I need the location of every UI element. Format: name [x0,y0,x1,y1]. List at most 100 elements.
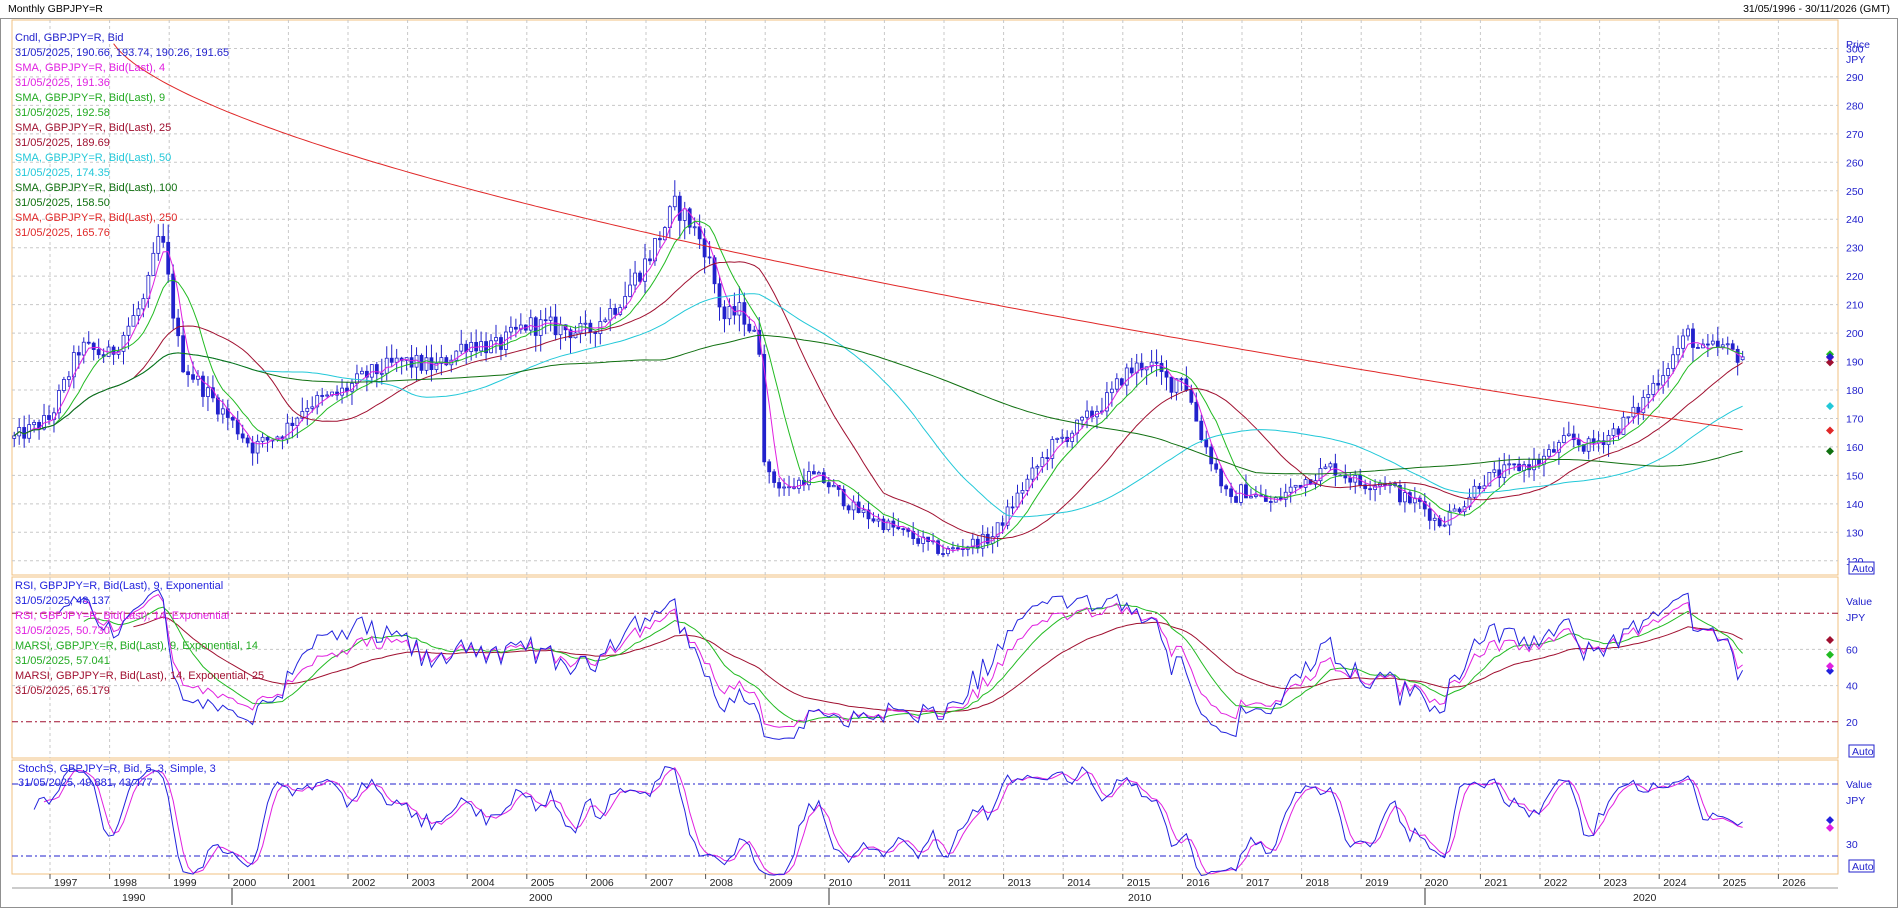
candle-body [1353,475,1358,483]
candle-body [394,357,399,363]
price-auto-button[interactable] [1848,561,1875,575]
price-panel[interactable] [11,19,1839,576]
candle-body [662,227,667,241]
candle-body [1487,472,1492,487]
candle-body [1651,382,1656,395]
candle-body [1646,394,1651,398]
candle-body [1278,497,1283,500]
legend-sma9-label: SMA, GBPJPY=R, Bid(Last), 9 [15,92,165,104]
candle-body [1631,406,1636,418]
candle-body [86,341,91,344]
candle-body [1447,510,1452,526]
legend-sma4-label: SMA, GBPJPY=R, Bid(Last), 4 [15,62,165,74]
grid-lines [12,20,1838,874]
marker-rsi14 [1826,662,1834,671]
candle-body [677,195,682,221]
rsi-auto-button[interactable] [1848,744,1875,758]
candle-body [91,342,96,350]
price-tick-label: 290 [1846,72,1864,84]
year-label: 2006 [590,877,614,889]
candle-body [1209,446,1214,465]
candle-body [171,273,176,319]
candle-body [96,349,101,356]
candle-body [633,272,637,286]
candle-body [1611,428,1616,436]
candle-body [643,258,647,282]
candle-body [901,528,906,531]
year-label: 2007 [650,877,674,889]
candle-body [1472,485,1477,498]
candle-body [250,442,255,454]
candle-body [518,324,523,330]
sma-100-line [13,334,1743,475]
candle-body [975,538,980,549]
marker-sma25 [1826,358,1834,367]
candle-body [538,319,543,336]
axes: 1201301401501601701801902002102202302402… [12,43,1864,905]
candle-body [255,440,260,454]
candle-body [1109,388,1114,394]
legend-sma4-value: 31/05/2025, 191.36 [15,77,110,89]
year-label: 2024 [1663,877,1687,889]
candle-body [136,308,141,316]
stoch-d-line [43,767,1743,876]
candle-body [1452,508,1457,512]
candle-body [782,486,786,489]
year-label: 2025 [1723,877,1747,889]
stoch-k-line [33,766,1743,877]
candle-body [1293,484,1298,488]
candle-body [57,390,61,414]
candle-body [151,252,156,276]
year-label: 2020 [1425,877,1449,889]
candle-body [762,353,767,463]
candle-body [732,306,737,316]
candle-body [230,417,235,421]
year-label: 2008 [710,877,734,889]
candle-body [1254,494,1258,497]
candle-body [548,316,553,321]
candle-body [707,256,712,259]
candle-body [941,553,945,555]
candle-body [578,323,583,334]
candle-body [1720,344,1725,348]
candle-body [866,509,871,520]
candle-body [1666,368,1671,376]
candle-body [141,298,146,310]
candle-body [886,520,891,531]
year-label: 2018 [1306,877,1330,889]
candle-body [717,283,722,308]
candle-body [692,226,697,229]
year-label: 1999 [173,877,197,889]
candle-body [1681,335,1685,349]
rsi-panel[interactable] [11,576,1839,759]
year-label: 2009 [769,877,793,889]
candle-body [826,482,831,488]
sma-4-line [13,207,1743,552]
year-label: 2021 [1484,877,1508,889]
candle-body [1105,392,1109,412]
legend-marsi9-label: MARSI, GBPJPY=R, Bid(Last), 9, Exponenti… [15,640,258,652]
candle-body [672,195,677,208]
candle-body [1045,457,1050,459]
candle-body [191,374,195,380]
stoch-auto-button[interactable] [1848,859,1875,873]
candle-body [980,533,985,549]
candle-body [896,526,901,530]
candle-body [1363,484,1368,490]
candle-body [772,471,777,483]
candle-body [970,538,975,548]
candle-body [424,357,429,371]
candle-body [166,241,171,275]
legend-rsi9-value: 31/05/2025, 48.137 [15,595,110,607]
candle-body [687,208,692,228]
candle-body [1591,438,1596,444]
candle-body [340,387,344,396]
legend-sma100-value: 31/05/2025, 158.50 [15,197,110,209]
candle-body [1124,367,1129,386]
candle-body [816,472,821,475]
candle-body [737,302,742,316]
stoch-panel[interactable] [11,759,1839,875]
year-label: 2016 [1186,877,1210,889]
price-tick-label: 180 [1846,385,1864,397]
